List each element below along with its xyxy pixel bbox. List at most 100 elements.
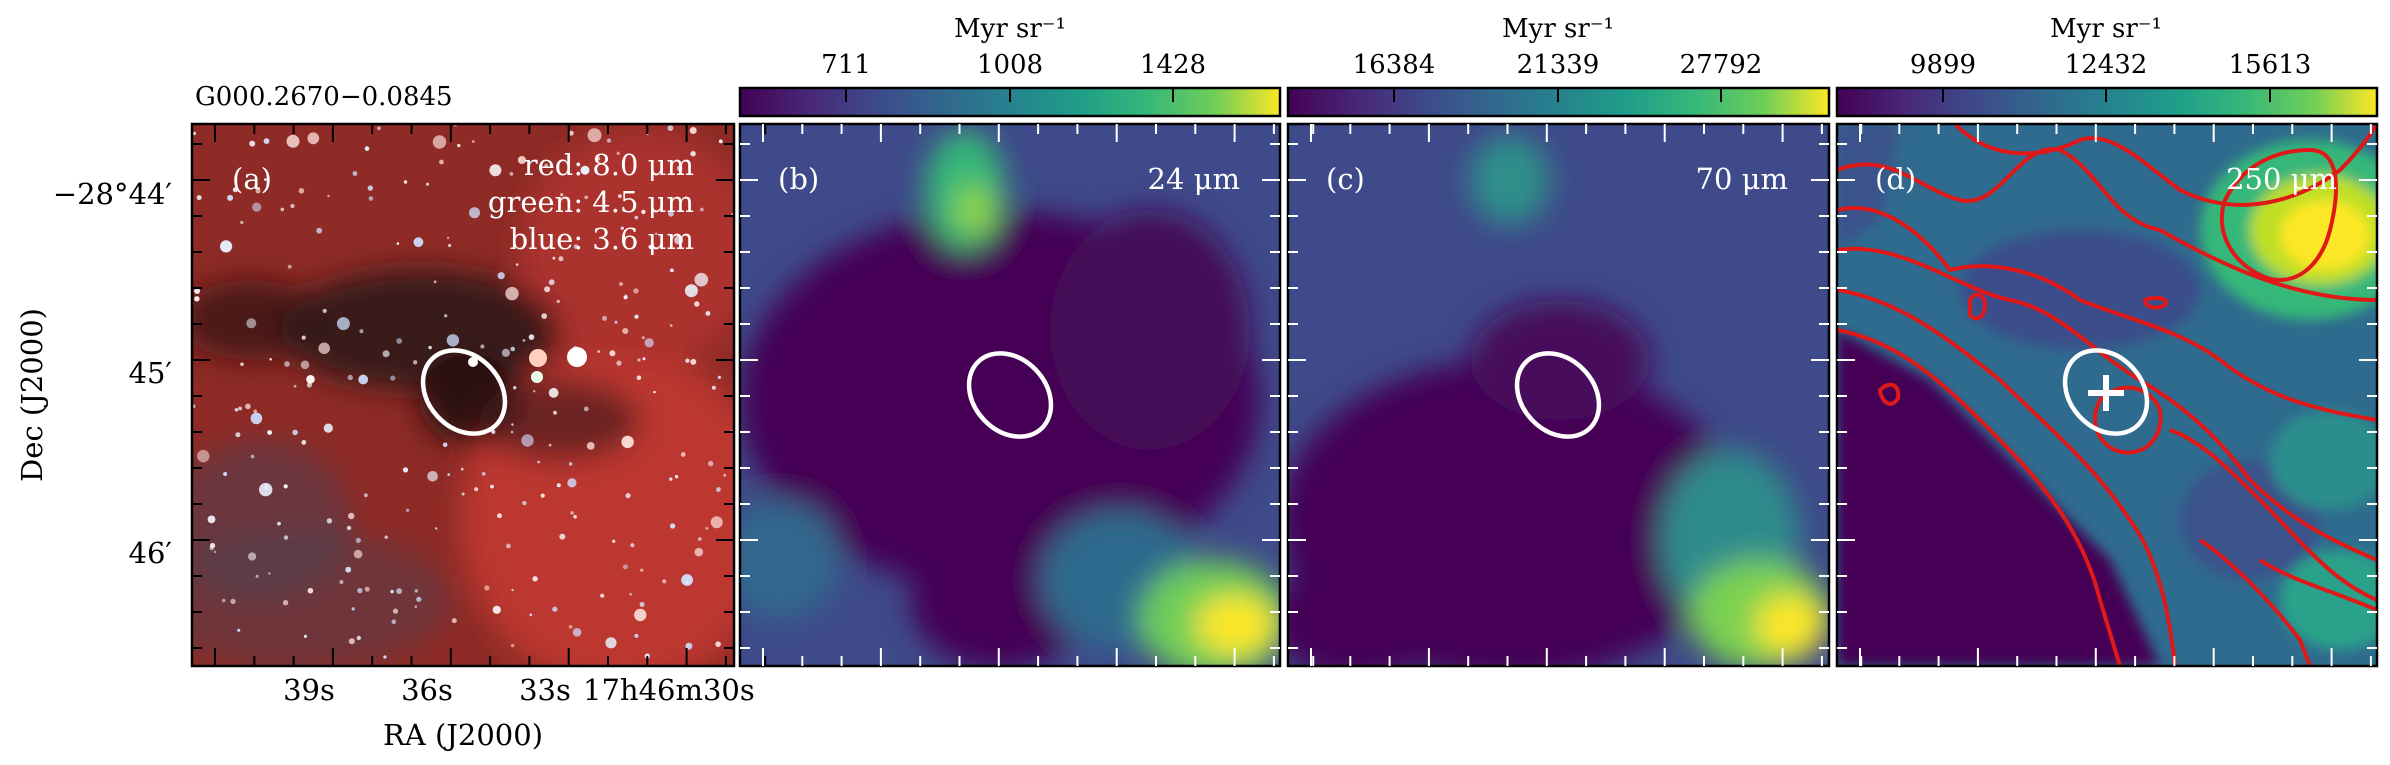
star-point — [690, 151, 696, 157]
star-point — [670, 523, 676, 529]
star-point — [597, 350, 601, 353]
star-point — [413, 237, 424, 248]
star-point — [552, 606, 558, 612]
star-point — [327, 194, 330, 198]
star-point — [286, 134, 300, 148]
star-point — [513, 386, 517, 390]
x-axis: 39s 36s 33s 17h46m30s RA (J2000) — [283, 673, 755, 752]
star-point — [252, 202, 262, 212]
star-point — [674, 235, 684, 245]
star-point — [634, 633, 639, 638]
star-point — [390, 375, 396, 381]
star-point — [694, 547, 704, 557]
star-point — [268, 572, 271, 575]
star-point — [197, 449, 210, 463]
panel-b-band: 24 μm — [1148, 162, 1240, 196]
star-point — [413, 360, 418, 365]
star-point — [232, 187, 238, 193]
bright-star — [567, 347, 587, 367]
panel-a-legend-red: red: 8.0 μm — [524, 148, 694, 182]
panel-d-source-ellipse — [2062, 348, 2150, 436]
star-point — [711, 385, 716, 390]
star-point — [634, 314, 639, 319]
colorbar-b-unit: Myr sr⁻¹ — [954, 14, 1066, 44]
star-point — [511, 588, 514, 592]
panel-a — [192, 124, 734, 666]
star-point — [287, 264, 292, 269]
panel-b-label: (b) — [778, 162, 819, 196]
star-point — [284, 361, 290, 367]
star-point — [558, 256, 564, 262]
star-point — [396, 242, 400, 245]
star-point — [517, 156, 526, 164]
star-point — [644, 338, 654, 348]
colorbar-d-tick-1: 12432 — [2065, 50, 2148, 80]
ra-tick-label-36s: 36s — [401, 673, 453, 707]
star-point — [541, 313, 548, 319]
star-point — [298, 188, 305, 194]
star-point — [634, 215, 639, 220]
star-point — [630, 543, 635, 548]
star-point — [510, 430, 514, 434]
star-point — [367, 185, 373, 191]
panel-tick-marks — [192, 124, 2377, 666]
star-point — [568, 130, 574, 136]
star-point — [522, 339, 526, 342]
star-point — [528, 334, 535, 340]
star-point — [474, 487, 479, 492]
star-point — [235, 432, 241, 438]
star-point — [548, 443, 552, 447]
star-point — [194, 296, 200, 302]
star-point — [264, 178, 267, 181]
colorbar-d-tick-0: 9899 — [1910, 50, 1976, 80]
star-point — [359, 329, 364, 334]
star-point — [368, 196, 374, 201]
star-point — [641, 336, 645, 340]
star-point — [481, 472, 486, 476]
star-point — [556, 483, 561, 488]
star-point — [245, 403, 251, 410]
star-point — [629, 592, 632, 596]
star-point — [290, 203, 295, 209]
star-point — [694, 301, 700, 307]
panel-c — [1288, 124, 1829, 666]
star-point — [624, 294, 628, 297]
colorbar-c-tick-1: 21339 — [1517, 50, 1600, 80]
bright-star — [529, 349, 547, 367]
bright-star — [531, 371, 543, 383]
colorbar-c: Myr sr⁻¹ 16384 21339 27792 — [1286, 14, 1831, 118]
star-point — [253, 409, 257, 414]
star-point — [669, 324, 673, 327]
star-point — [501, 348, 510, 357]
star-point — [230, 598, 236, 605]
panel-d-contours — [1837, 124, 2377, 666]
star-point — [689, 127, 697, 134]
star-point — [705, 527, 709, 530]
star-point — [497, 513, 502, 519]
star-point — [522, 500, 527, 506]
star-point — [435, 527, 438, 530]
panel-d-label: (d) — [1875, 162, 1916, 196]
star-point — [637, 358, 641, 362]
star-point — [444, 314, 448, 318]
colorbar-b: Myr sr⁻¹ 711 1008 1428 — [738, 14, 1282, 118]
star-point — [560, 193, 564, 197]
star-point — [509, 172, 514, 176]
star-point — [307, 587, 314, 594]
star-point — [480, 344, 485, 349]
star-point — [568, 625, 573, 629]
panel-a-stars — [192, 124, 734, 659]
star-point — [339, 579, 344, 585]
star-point — [662, 579, 667, 584]
bright-star — [468, 357, 478, 367]
star-point — [391, 619, 397, 624]
star-point — [307, 132, 320, 145]
star-point — [511, 423, 514, 426]
star-point — [667, 125, 674, 131]
star-point — [237, 628, 241, 632]
panel-c-emission — [1288, 135, 1829, 666]
star-point — [221, 598, 226, 603]
star-point — [619, 282, 623, 286]
star-point — [469, 207, 480, 219]
panel-a-label: (a) — [232, 162, 272, 196]
